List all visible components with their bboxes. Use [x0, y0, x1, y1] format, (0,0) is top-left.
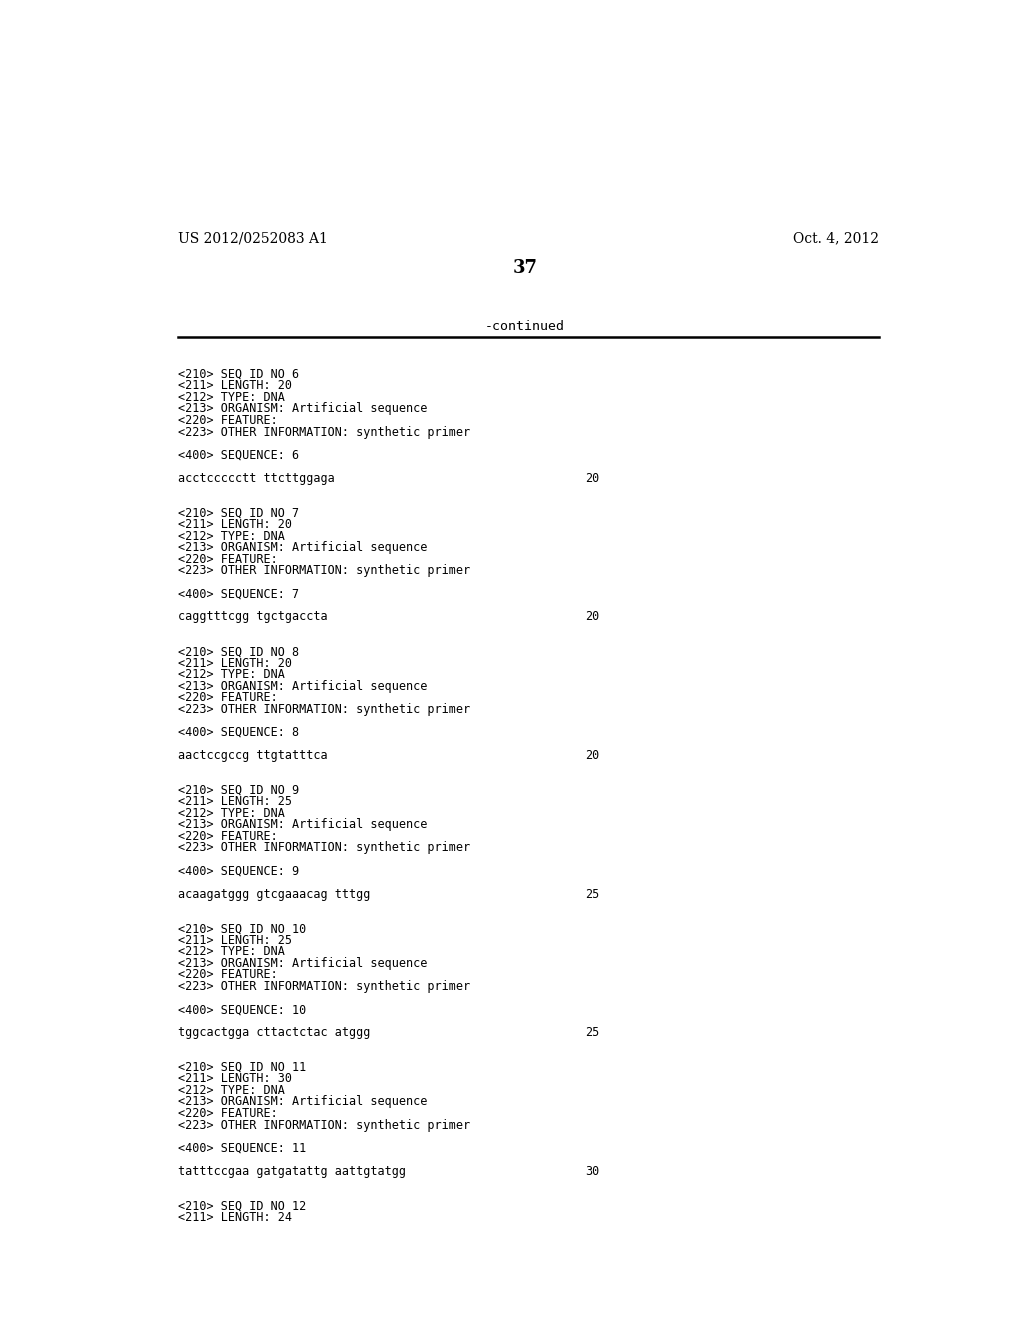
Text: <220> FEATURE:: <220> FEATURE:	[178, 692, 279, 705]
Text: <220> FEATURE:: <220> FEATURE:	[178, 830, 279, 843]
Text: <213> ORGANISM: Artificial sequence: <213> ORGANISM: Artificial sequence	[178, 818, 428, 832]
Text: <400> SEQUENCE: 8: <400> SEQUENCE: 8	[178, 726, 299, 739]
Text: <213> ORGANISM: Artificial sequence: <213> ORGANISM: Artificial sequence	[178, 403, 428, 416]
Text: <212> TYPE: DNA: <212> TYPE: DNA	[178, 391, 286, 404]
Text: <211> LENGTH: 24: <211> LENGTH: 24	[178, 1210, 293, 1224]
Text: <213> ORGANISM: Artificial sequence: <213> ORGANISM: Artificial sequence	[178, 957, 428, 970]
Text: <210> SEQ ID NO 8: <210> SEQ ID NO 8	[178, 645, 299, 659]
Text: 30: 30	[586, 1164, 599, 1177]
Text: 20: 20	[586, 610, 599, 623]
Text: <223> OTHER INFORMATION: synthetic primer: <223> OTHER INFORMATION: synthetic prime…	[178, 841, 470, 854]
Text: acctccccctt ttcttggaga: acctccccctt ttcttggaga	[178, 471, 335, 484]
Text: <210> SEQ ID NO 12: <210> SEQ ID NO 12	[178, 1200, 306, 1213]
Text: <210> SEQ ID NO 9: <210> SEQ ID NO 9	[178, 784, 299, 797]
Text: <211> LENGTH: 25: <211> LENGTH: 25	[178, 933, 293, 946]
Text: 20: 20	[586, 748, 599, 762]
Text: US 2012/0252083 A1: US 2012/0252083 A1	[178, 231, 329, 246]
Text: <210> SEQ ID NO 7: <210> SEQ ID NO 7	[178, 507, 299, 520]
Text: caggtttcgg tgctgaccta: caggtttcgg tgctgaccta	[178, 610, 328, 623]
Text: <212> TYPE: DNA: <212> TYPE: DNA	[178, 945, 286, 958]
Text: tggcactgga cttactctac atggg: tggcactgga cttactctac atggg	[178, 1026, 371, 1039]
Text: <213> ORGANISM: Artificial sequence: <213> ORGANISM: Artificial sequence	[178, 541, 428, 554]
Text: <212> TYPE: DNA: <212> TYPE: DNA	[178, 807, 286, 820]
Text: tatttccgaa gatgatattg aattgtatgg: tatttccgaa gatgatattg aattgtatgg	[178, 1164, 407, 1177]
Text: <223> OTHER INFORMATION: synthetic primer: <223> OTHER INFORMATION: synthetic prime…	[178, 564, 470, 577]
Text: <400> SEQUENCE: 10: <400> SEQUENCE: 10	[178, 1003, 306, 1016]
Text: <211> LENGTH: 30: <211> LENGTH: 30	[178, 1072, 293, 1085]
Text: <400> SEQUENCE: 9: <400> SEQUENCE: 9	[178, 865, 299, 878]
Text: <210> SEQ ID NO 6: <210> SEQ ID NO 6	[178, 368, 299, 381]
Text: <223> OTHER INFORMATION: synthetic primer: <223> OTHER INFORMATION: synthetic prime…	[178, 1118, 470, 1131]
Text: <211> LENGTH: 20: <211> LENGTH: 20	[178, 517, 293, 531]
Text: <220> FEATURE:: <220> FEATURE:	[178, 553, 279, 566]
Text: <212> TYPE: DNA: <212> TYPE: DNA	[178, 529, 286, 543]
Text: <400> SEQUENCE: 6: <400> SEQUENCE: 6	[178, 449, 299, 462]
Text: Oct. 4, 2012: Oct. 4, 2012	[793, 231, 879, 246]
Text: <211> LENGTH: 25: <211> LENGTH: 25	[178, 795, 293, 808]
Text: 25: 25	[586, 1026, 599, 1039]
Text: <211> LENGTH: 20: <211> LENGTH: 20	[178, 379, 293, 392]
Text: <213> ORGANISM: Artificial sequence: <213> ORGANISM: Artificial sequence	[178, 1096, 428, 1109]
Text: <220> FEATURE:: <220> FEATURE:	[178, 1107, 279, 1121]
Text: <400> SEQUENCE: 7: <400> SEQUENCE: 7	[178, 587, 299, 601]
Text: <212> TYPE: DNA: <212> TYPE: DNA	[178, 1084, 286, 1097]
Text: aactccgccg ttgtatttca: aactccgccg ttgtatttca	[178, 748, 328, 762]
Text: 37: 37	[512, 259, 538, 276]
Text: <400> SEQUENCE: 11: <400> SEQUENCE: 11	[178, 1142, 306, 1155]
Text: acaagatggg gtcgaaacag tttgg: acaagatggg gtcgaaacag tttgg	[178, 887, 371, 900]
Text: <213> ORGANISM: Artificial sequence: <213> ORGANISM: Artificial sequence	[178, 680, 428, 693]
Text: <223> OTHER INFORMATION: synthetic primer: <223> OTHER INFORMATION: synthetic prime…	[178, 979, 470, 993]
Text: 25: 25	[586, 887, 599, 900]
Text: -continued: -continued	[484, 321, 565, 333]
Text: <223> OTHER INFORMATION: synthetic primer: <223> OTHER INFORMATION: synthetic prime…	[178, 702, 470, 715]
Text: <210> SEQ ID NO 10: <210> SEQ ID NO 10	[178, 923, 306, 936]
Text: <220> FEATURE:: <220> FEATURE:	[178, 414, 279, 428]
Text: <210> SEQ ID NO 11: <210> SEQ ID NO 11	[178, 1061, 306, 1074]
Text: <220> FEATURE:: <220> FEATURE:	[178, 969, 279, 982]
Text: <223> OTHER INFORMATION: synthetic primer: <223> OTHER INFORMATION: synthetic prime…	[178, 425, 470, 438]
Text: <211> LENGTH: 20: <211> LENGTH: 20	[178, 656, 293, 669]
Text: 20: 20	[586, 471, 599, 484]
Text: <212> TYPE: DNA: <212> TYPE: DNA	[178, 668, 286, 681]
